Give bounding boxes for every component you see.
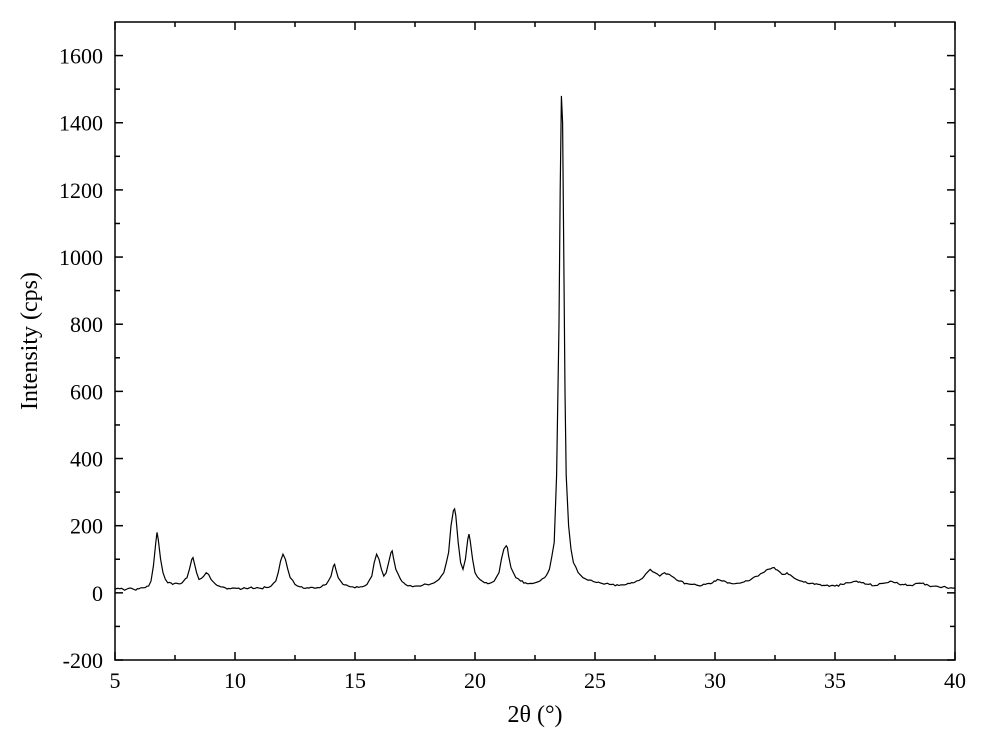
y-tick-label: 0 — [92, 581, 103, 606]
x-tick-label: 5 — [110, 668, 121, 693]
x-tick-label: 10 — [224, 668, 246, 693]
y-tick-label: 600 — [70, 379, 103, 404]
y-axis-label: Intensity (cps) — [17, 272, 43, 410]
chart-container: 5 10 15 20 25 30 35 40 -200 0 200 400 600 800 1000 1200… — [0, 0, 1000, 741]
y-tick-label: 800 — [70, 312, 103, 337]
y-tick-label: 400 — [70, 447, 103, 472]
plot-frame — [115, 22, 955, 660]
y-tick-label: 1400 — [59, 111, 103, 136]
x-tick-label: 20 — [464, 668, 486, 693]
x-tick-label: 40 — [944, 668, 966, 693]
x-tick-label: 35 — [824, 668, 846, 693]
x-axis-label: 2θ (°) — [507, 702, 562, 728]
y-tick-label: 200 — [70, 514, 103, 539]
xrd-trace — [115, 96, 955, 590]
y-tick-label: -200 — [63, 648, 103, 673]
xrd-chart: 5 10 15 20 25 30 35 40 -200 0 200 400 600 800 1000 1200… — [0, 0, 1000, 741]
y-tick-label: 1000 — [59, 245, 103, 270]
y-tick-label: 1600 — [59, 44, 103, 69]
x-tick-label: 25 — [584, 668, 606, 693]
y-tick-label: 1200 — [59, 178, 103, 203]
x-tick-label: 30 — [704, 668, 726, 693]
x-tick-label: 15 — [344, 668, 366, 693]
